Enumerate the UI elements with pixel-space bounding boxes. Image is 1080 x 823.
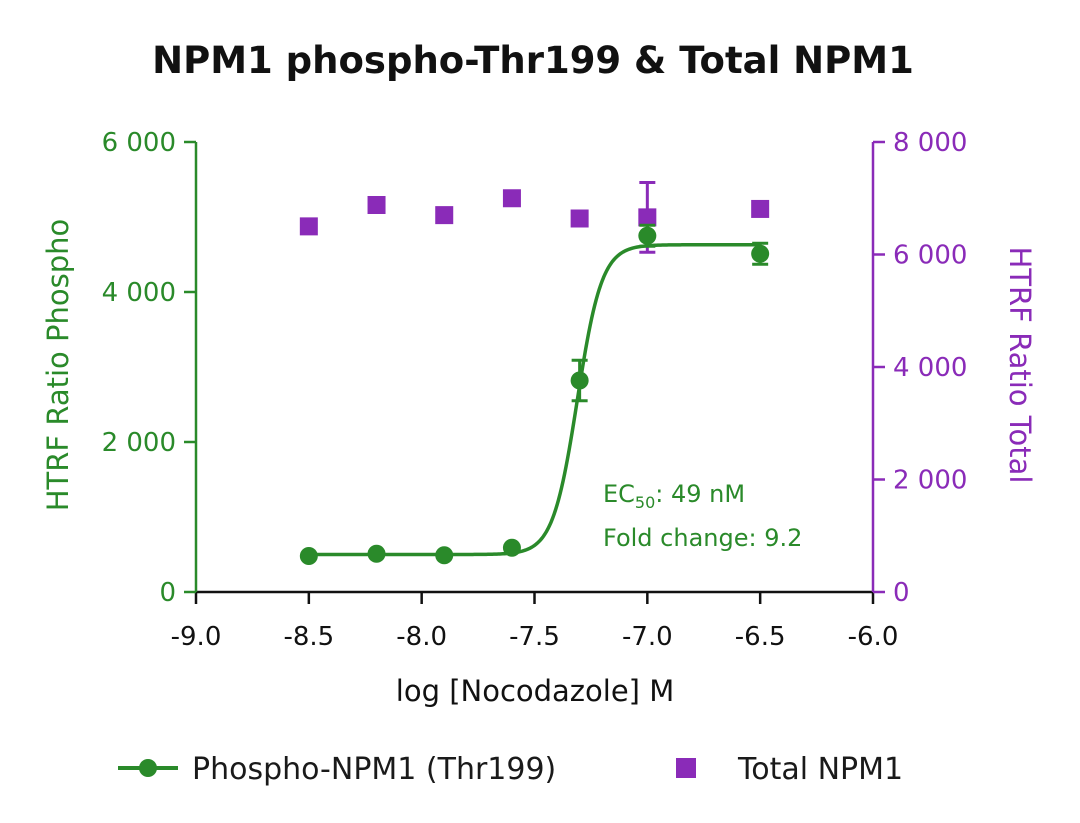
- total-point: [435, 206, 454, 225]
- total-point: [570, 209, 589, 228]
- total-point: [367, 196, 386, 214]
- y-right-tick-label: 4 000: [893, 353, 967, 383]
- x-tick-label: -8.5: [283, 622, 334, 652]
- y-left-tick-label: 2 000: [102, 428, 176, 458]
- x-axis-title: log [Nocodazole] M: [396, 674, 674, 708]
- y-left-tick-label: 6 000: [102, 128, 176, 158]
- legend-phospho-marker: [139, 759, 157, 777]
- x-tick-label: -9.0: [171, 622, 222, 652]
- y-left-axis-title: HTRF Ratio Phospho: [41, 219, 75, 512]
- y-left-tick-label: 0: [159, 578, 176, 608]
- ec50-subscript: 50: [635, 493, 655, 512]
- total-point: [638, 208, 657, 227]
- x-tick-label: -7.5: [509, 622, 560, 652]
- y-right-axis-title: HTRF Ratio Total: [1003, 247, 1037, 484]
- chart-title: NPM1 phospho-Thr199 & Total NPM1: [152, 39, 914, 82]
- y-left-axis-ticks: 0 2 000 4 000 6 000: [102, 128, 196, 608]
- ec50-prefix: EC: [603, 480, 635, 508]
- fit-curve-line: [308, 243, 761, 557]
- y-left-tick-label: 4 000: [102, 278, 176, 308]
- phospho-point: [299, 547, 318, 565]
- legend-phospho-label: Phospho-NPM1 (Thr199): [192, 752, 556, 787]
- x-tick-label: -8.0: [396, 622, 447, 652]
- total-point: [502, 189, 521, 208]
- phospho-point: [435, 546, 454, 565]
- total-point: [751, 199, 770, 218]
- x-tick-label: -7.0: [622, 622, 673, 652]
- fit-curve: [308, 243, 761, 557]
- y-right-tick-label: 2 000: [893, 466, 967, 496]
- x-tick-label: -6.5: [735, 622, 786, 652]
- series-total-npm1: [299, 181, 770, 254]
- total-point: [299, 217, 318, 236]
- phospho-point: [570, 371, 589, 390]
- series-phospho-npm1: [299, 223, 770, 565]
- phospho-point: [638, 226, 657, 245]
- y-right-tick-label: 6 000: [893, 241, 967, 271]
- legend-total-label: Total NPM1: [737, 752, 903, 787]
- fold-change-annotation: Fold change: 9.2: [603, 524, 802, 552]
- legend-total-marker: [676, 758, 696, 778]
- legend: Phospho-NPM1 (Thr199) Total NPM1: [118, 752, 903, 787]
- y-right-tick-label: 0: [893, 578, 910, 608]
- phospho-point: [751, 244, 770, 263]
- x-tick-label: -6.0: [848, 622, 899, 652]
- ec50-annotation: EC50: 49 nM: [603, 480, 745, 512]
- phospho-point: [502, 538, 521, 557]
- x-axis-ticks: -9.0 -8.5 -8.0 -7.5 -7.0 -6.5 -6.0: [171, 592, 899, 652]
- ec50-value: : 49 nM: [655, 480, 745, 508]
- y-right-axis-ticks: 0 2 000 4 000 6 000 8 000: [873, 128, 967, 608]
- y-right-tick-label: 8 000: [893, 128, 967, 158]
- phospho-point: [367, 544, 386, 563]
